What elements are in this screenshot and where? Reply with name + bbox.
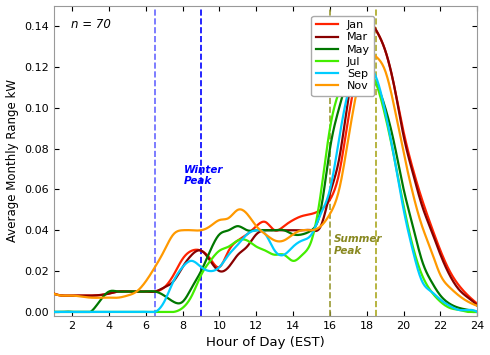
- Nov: [368, 52, 374, 56]
- Text: n = 70: n = 70: [71, 18, 111, 31]
- May: [474, 310, 480, 314]
- Nov: [303, 228, 309, 232]
- Mar: [474, 304, 480, 308]
- May: [254, 228, 260, 232]
- Jan: [474, 302, 480, 306]
- Line: Jul: Jul: [54, 62, 477, 312]
- Mar: [252, 234, 258, 238]
- May: [303, 231, 309, 235]
- Line: Nov: Nov: [54, 54, 477, 306]
- X-axis label: Hour of Day (EST): Hour of Day (EST): [206, 337, 325, 349]
- May: [252, 228, 258, 233]
- Nov: [51, 291, 57, 296]
- Jul: [254, 245, 260, 249]
- Jan: [465, 293, 471, 297]
- May: [356, 65, 362, 69]
- May: [465, 308, 471, 312]
- May: [51, 310, 57, 314]
- Jan: [51, 291, 57, 296]
- Text: Winter
Peak: Winter Peak: [184, 165, 223, 186]
- Mar: [366, 21, 371, 25]
- Jul: [252, 244, 258, 248]
- Sep: [474, 310, 480, 314]
- Nov: [254, 225, 260, 230]
- Jul: [51, 310, 57, 314]
- Jan: [303, 213, 309, 217]
- Jan: [254, 223, 260, 227]
- Sep: [254, 228, 260, 232]
- Line: Jan: Jan: [54, 23, 477, 304]
- Line: May: May: [54, 67, 477, 312]
- Sep: [51, 310, 57, 314]
- Jan: [367, 21, 372, 25]
- Sep: [362, 65, 368, 69]
- Mar: [254, 231, 260, 235]
- Jul: [280, 252, 286, 257]
- Mar: [399, 125, 405, 129]
- Nov: [399, 141, 405, 146]
- Y-axis label: Average Monthly Range kW: Average Monthly Range kW: [5, 79, 19, 242]
- Sep: [465, 308, 471, 312]
- Jul: [356, 60, 362, 65]
- Jul: [303, 249, 309, 253]
- Sep: [280, 253, 286, 257]
- Nov: [280, 239, 286, 243]
- Jan: [252, 225, 258, 230]
- Line: Sep: Sep: [54, 67, 477, 312]
- Jul: [474, 310, 480, 314]
- Nov: [474, 304, 480, 308]
- Legend: Jan, Mar, May, Jul, Sep, Nov: Jan, Mar, May, Jul, Sep, Nov: [311, 16, 374, 96]
- Nov: [465, 300, 471, 304]
- May: [280, 228, 286, 232]
- Line: Mar: Mar: [54, 23, 477, 306]
- Sep: [303, 237, 309, 241]
- Jul: [399, 194, 405, 198]
- Text: Summer
Peak: Summer Peak: [334, 234, 382, 256]
- Jan: [399, 121, 405, 125]
- Sep: [399, 198, 405, 202]
- Mar: [465, 295, 471, 300]
- Mar: [51, 291, 57, 296]
- Sep: [252, 228, 258, 233]
- Mar: [280, 228, 286, 233]
- Jul: [465, 310, 471, 314]
- Mar: [303, 228, 309, 232]
- Nov: [252, 222, 258, 226]
- Jan: [280, 225, 286, 229]
- May: [399, 179, 405, 183]
